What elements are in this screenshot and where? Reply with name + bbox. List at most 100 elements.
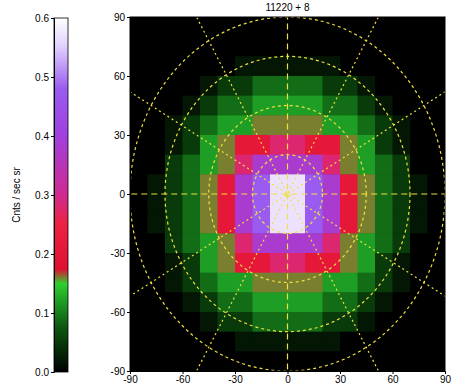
- heat-cell: [393, 194, 411, 214]
- heat-cell: [428, 351, 446, 371]
- heat-cell: [323, 332, 341, 352]
- heat-cell: [218, 214, 236, 234]
- heat-cell: [200, 96, 218, 116]
- tick-label: -60: [111, 307, 126, 318]
- heat-cell: [305, 56, 323, 76]
- heat-cell: [393, 135, 411, 155]
- heat-cell: [410, 135, 428, 155]
- colorbar-label: Cnts / sec sr: [11, 167, 22, 223]
- heat-cell: [235, 233, 253, 253]
- heat-cell: [340, 56, 358, 76]
- heat-cell: [375, 253, 393, 273]
- heat-cell: [200, 273, 218, 293]
- heat-cell: [323, 194, 341, 214]
- heat-cell: [358, 115, 376, 135]
- heat-cell: [253, 115, 271, 135]
- heat-cell: [305, 214, 323, 234]
- plot-frame: [130, 17, 445, 371]
- tick-mark: [127, 135, 130, 136]
- heat-cell: [200, 214, 218, 234]
- tick-mark: [51, 77, 54, 78]
- heat-cell: [323, 233, 341, 253]
- heat-cell: [410, 214, 428, 234]
- heat-cell: [428, 214, 446, 234]
- tick-label: 60: [387, 374, 399, 385]
- heat-cell: [130, 312, 148, 332]
- heat-cell: [323, 37, 341, 57]
- heat-cell: [358, 155, 376, 175]
- heat-cell: [183, 174, 201, 194]
- heat-cell: [235, 312, 253, 332]
- tick-label: 90: [114, 12, 126, 23]
- heat-cell: [428, 332, 446, 352]
- heat-cell: [130, 233, 148, 253]
- heat-cell: [410, 312, 428, 332]
- tick-label: 0.0: [35, 367, 49, 378]
- heat-cell: [323, 76, 341, 96]
- tick: 0.5: [35, 72, 54, 83]
- heat-cell: [323, 17, 341, 37]
- heat-cell: [130, 17, 148, 37]
- heat-cell: [253, 135, 271, 155]
- heat-cell: [200, 17, 218, 37]
- tick: -60: [176, 371, 191, 385]
- heat-cell: [235, 135, 253, 155]
- tick-mark: [51, 18, 54, 19]
- heat-cell: [200, 115, 218, 135]
- heat-cell: [270, 253, 288, 273]
- heat-cell: [148, 253, 166, 273]
- heat-cell: [340, 115, 358, 135]
- tick-label: 60: [114, 71, 126, 82]
- heat-cell: [200, 155, 218, 175]
- heat-cell: [183, 253, 201, 273]
- tick-mark: [127, 371, 130, 372]
- heat-cell: [148, 76, 166, 96]
- heat-cell: [218, 194, 236, 214]
- tick: -30: [228, 371, 243, 385]
- heat-cell: [340, 155, 358, 175]
- heat-cell: [428, 312, 446, 332]
- heat-cell: [270, 332, 288, 352]
- heat-cell: [288, 17, 306, 37]
- tick-label: -30: [228, 374, 243, 385]
- heat-cell: [288, 312, 306, 332]
- heat-cell: [340, 214, 358, 234]
- heat-cell: [218, 115, 236, 135]
- heat-cell: [288, 76, 306, 96]
- tick: -60: [111, 307, 130, 318]
- heat-cell: [130, 96, 148, 116]
- heat-cell: [165, 194, 183, 214]
- heat-cell: [200, 76, 218, 96]
- heat-cell: [375, 37, 393, 57]
- heat-cell: [270, 37, 288, 57]
- heat-cell: [323, 56, 341, 76]
- heat-cell: [183, 155, 201, 175]
- heat-cell: [165, 233, 183, 253]
- heat-cell: [428, 76, 446, 96]
- plot-area: [130, 17, 445, 371]
- heat-cell: [340, 273, 358, 293]
- heat-cell: [235, 155, 253, 175]
- heat-cell: [200, 351, 218, 371]
- heat-cell: [200, 253, 218, 273]
- heat-cell: [130, 174, 148, 194]
- heat-cell: [358, 273, 376, 293]
- heat-cell: [130, 155, 148, 175]
- heat-cell: [270, 312, 288, 332]
- tick: -90: [111, 366, 130, 377]
- heat-cell: [410, 37, 428, 57]
- heat-cell: [218, 233, 236, 253]
- heat-cell: [323, 214, 341, 234]
- heat-cell: [340, 332, 358, 352]
- heat-cell: [428, 194, 446, 214]
- heat-cell: [165, 115, 183, 135]
- heat-cell: [165, 135, 183, 155]
- heat-cell: [130, 292, 148, 312]
- tick-label: 30: [114, 130, 126, 141]
- heat-cell: [183, 351, 201, 371]
- axis-line: [51, 19, 55, 373]
- heat-cell: [393, 115, 411, 135]
- heat-cell: [340, 194, 358, 214]
- heat-cell: [235, 17, 253, 37]
- heat-cell: [340, 174, 358, 194]
